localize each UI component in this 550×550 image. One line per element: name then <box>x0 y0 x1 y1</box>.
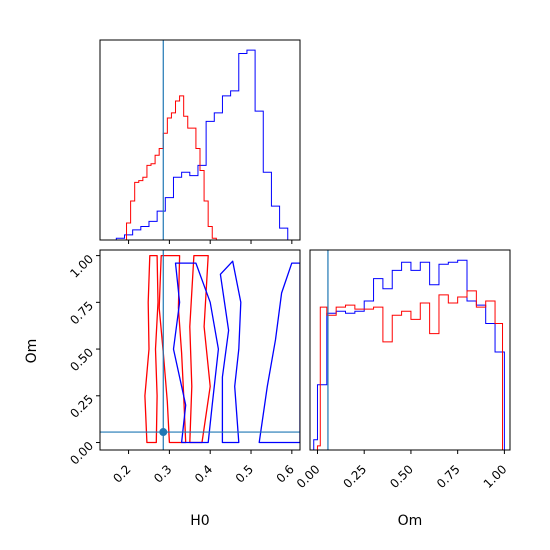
h0-x-tick-label: 0.4 <box>192 462 215 485</box>
h0-hist-series-1 <box>126 95 217 240</box>
om-x-tick-label: 0.50 <box>387 462 416 491</box>
y-axis-label-om: Om <box>24 339 40 364</box>
om-y-tick-label: 0.25 <box>67 392 96 421</box>
om-x-tick-label: 0.75 <box>434 462 463 491</box>
om-marginal-panel: 0.00 0.25 0.50 0.75 1.00 <box>294 249 511 491</box>
contour-frame <box>99 249 301 451</box>
truth-marker <box>159 428 168 437</box>
x-axis-label-om: Om <box>398 513 423 529</box>
om-marginal-frame <box>309 249 511 451</box>
contour-series-1-level-0 <box>219 260 242 444</box>
om-y-tick-label: 1.00 <box>67 252 96 281</box>
om-hist-series-1 <box>316 290 504 450</box>
contour-series-0-level-0 <box>144 254 159 444</box>
h0-om-contour-panel: 0.2 0.3 0.4 0.5 0.60.000.250.500.751.00 <box>67 249 301 486</box>
om-x-tick-label: 0.25 <box>341 462 370 491</box>
h0-x-tick-label: 0.5 <box>233 462 256 485</box>
contour-series-1-level-2 <box>258 262 300 444</box>
om-y-tick-label: 0.00 <box>67 439 96 468</box>
om-y-tick-label: 0.75 <box>67 299 96 328</box>
h0-marginal-panel <box>99 39 301 244</box>
om-x-tick-label: 1.00 <box>481 462 510 491</box>
h0-x-tick-label: 0.2 <box>110 462 133 485</box>
h0-marginal-frame <box>99 39 301 241</box>
contour-series-1-level-1 <box>172 262 220 444</box>
x-axis-label-h0: H0 <box>190 513 209 529</box>
h0-x-tick-label: 0.3 <box>151 462 174 485</box>
h0-hist-series-0 <box>115 49 296 241</box>
om-y-tick-label: 0.50 <box>67 345 96 374</box>
om-x-tick-label: 0.00 <box>294 462 323 491</box>
om-hist-series-0 <box>313 259 505 450</box>
contour-series-0-level-2 <box>189 254 211 444</box>
